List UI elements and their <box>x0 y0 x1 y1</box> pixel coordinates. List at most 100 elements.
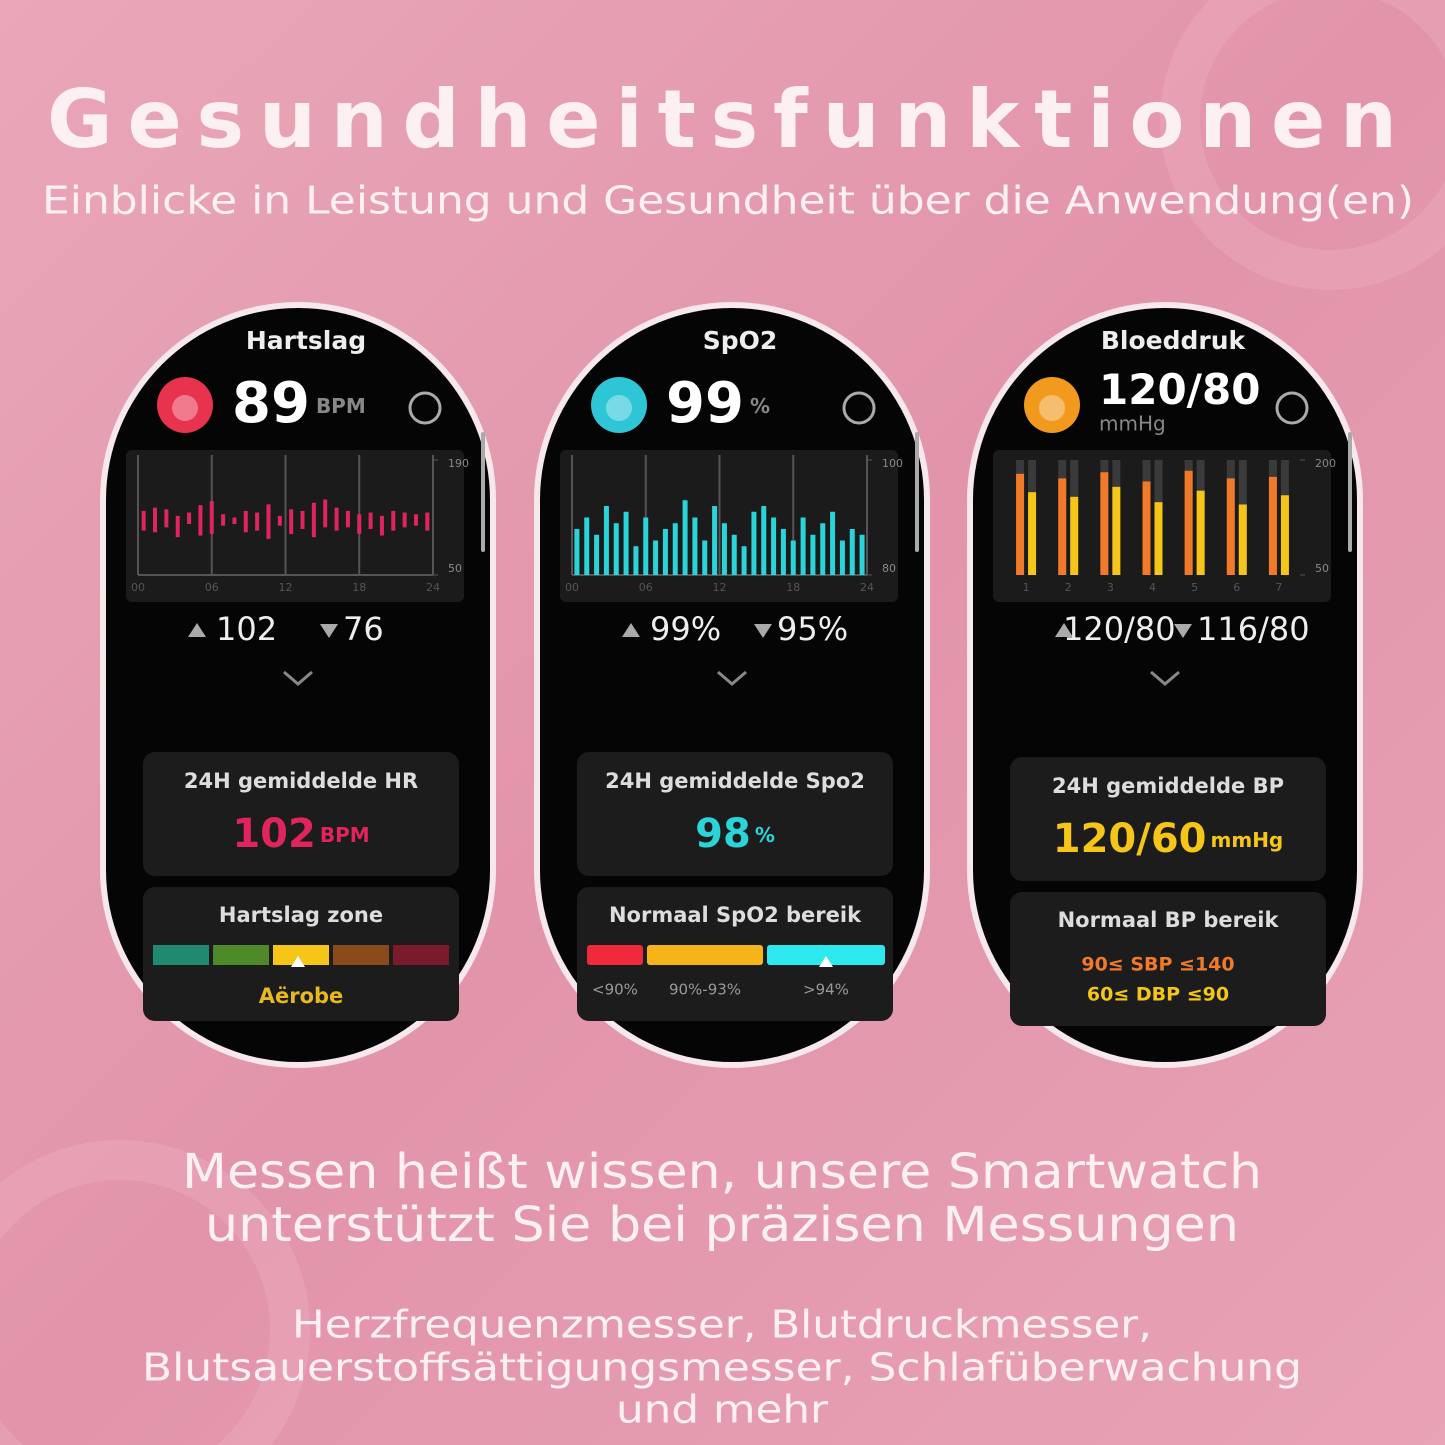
x-tick-label: 06 <box>639 581 653 594</box>
headline: Messen heißt wissen, unsere Smartwatch <box>182 1144 1262 1200</box>
spo2-bar <box>859 534 865 575</box>
zone-segment <box>153 945 209 965</box>
card-label: 24H gemiddelde BP <box>1052 774 1284 798</box>
bp-bar <box>1196 490 1205 575</box>
x-tick-label: 2 <box>1065 581 1072 594</box>
card <box>143 752 459 876</box>
hr-bar <box>209 501 214 534</box>
x-tick-label: 3 <box>1107 581 1114 594</box>
hr-bar <box>379 515 384 536</box>
min-value: 95% <box>777 610 848 648</box>
x-tick-label: 24 <box>426 581 440 594</box>
bp-bar <box>1100 472 1109 575</box>
scroll-indicator <box>915 432 919 552</box>
chevron <box>717 670 747 686</box>
chevron <box>1150 670 1180 686</box>
down-triangle <box>754 624 772 638</box>
x-tick-label: 18 <box>352 581 366 594</box>
spo2-bar <box>603 506 609 575</box>
features: Blutsauerstoffsättigungsmesser, Schlafüb… <box>142 1346 1302 1390</box>
chevron <box>283 670 313 686</box>
up-triangle <box>622 623 640 637</box>
spo2-bar <box>830 511 836 575</box>
x-tick-label: 24 <box>860 581 874 594</box>
icon-inner <box>172 395 198 421</box>
icon <box>1024 377 1080 433</box>
spo2-bar <box>741 546 747 575</box>
hr-bar <box>300 510 305 529</box>
range-label: >94% <box>803 981 849 999</box>
icon-inner <box>1039 395 1065 421</box>
refresh-icon <box>1275 391 1309 425</box>
x-tick-label: 18 <box>786 581 800 594</box>
card <box>1010 757 1326 881</box>
spo2-bar <box>613 523 619 575</box>
card-label: Normaal BP bereik <box>1058 908 1280 932</box>
max-value: 99% <box>650 610 721 648</box>
hr-bar <box>255 512 260 531</box>
range-label: 90%-93% <box>669 981 741 999</box>
decor <box>1160 0 1445 290</box>
icon-inner <box>606 395 632 421</box>
main-value-number: 120/80 <box>1099 365 1260 414</box>
card-label: 24H gemiddelde HR <box>184 769 418 793</box>
hr-bar <box>141 510 146 531</box>
y-tick-label: 200 <box>1315 457 1336 470</box>
x-tick-label: 6 <box>1233 581 1240 594</box>
spo2-bar <box>633 546 639 575</box>
card-value-number: 102 <box>232 811 316 857</box>
card <box>1010 892 1326 1026</box>
spo2-bar <box>712 506 718 575</box>
spo2-bar <box>800 517 806 575</box>
hr-bar <box>289 509 294 534</box>
spo2-bar <box>623 511 629 575</box>
hr-bar <box>266 504 271 539</box>
bp-bar <box>1070 496 1079 575</box>
card-value-unit: BPM <box>320 823 370 847</box>
max-value: 102 <box>216 610 277 648</box>
card-value: 98% <box>695 811 775 857</box>
bp-bar <box>1154 502 1163 575</box>
hr-bar <box>232 517 237 525</box>
card-label: Hartslag zone <box>219 903 383 927</box>
range-pointer <box>819 956 833 967</box>
scroll-indicator <box>481 432 485 552</box>
range-segment <box>647 945 763 965</box>
hr-bar <box>311 502 316 538</box>
chart-box <box>126 450 464 602</box>
bp-bar <box>1184 470 1193 575</box>
zone-segment <box>333 945 389 965</box>
zone-pointer <box>291 956 305 967</box>
spo2-bar <box>682 500 688 575</box>
zone-segment <box>213 945 269 965</box>
icon <box>157 377 213 433</box>
spo2-bar <box>731 534 737 575</box>
card-value-number: 120/60 <box>1053 816 1207 862</box>
screen-title: Hartslag <box>246 326 366 355</box>
zone-segment <box>273 945 329 965</box>
spo2-bar <box>790 540 796 575</box>
bp-bar <box>1058 478 1067 575</box>
hr-bar <box>187 512 192 525</box>
bp-bar <box>1280 495 1289 575</box>
down-triangle <box>320 624 338 638</box>
features: Herzfrequenzmesser, Blutdruckmesser, <box>292 1303 1152 1347</box>
hr-bar <box>164 509 169 528</box>
spo2-bar <box>751 511 757 575</box>
spo2-bar <box>810 534 816 575</box>
card-value-unit: % <box>755 823 775 847</box>
hr-bar <box>323 499 328 528</box>
y-tick-label: 50 <box>448 562 462 575</box>
headline: unterstützt Sie bei präzisen Messungen <box>205 1197 1239 1253</box>
min-value: 116/80 <box>1197 610 1310 648</box>
main-unit: BPM <box>316 394 366 418</box>
spo2-bar <box>643 517 649 575</box>
scroll-indicator <box>1348 432 1352 552</box>
y-tick-label: 190 <box>448 457 469 470</box>
up-triangle <box>188 623 206 637</box>
main-value-number: 99 <box>666 371 744 436</box>
